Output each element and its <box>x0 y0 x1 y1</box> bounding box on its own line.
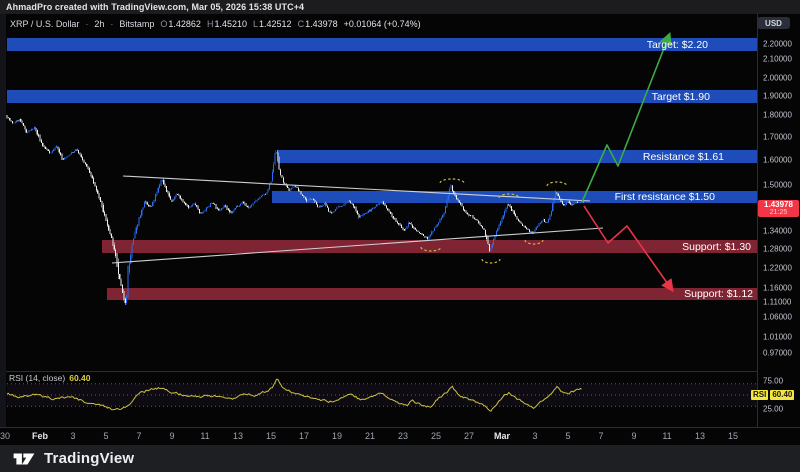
time-tick-9: 9 <box>169 431 175 441</box>
time-tick-Feb: Feb <box>31 431 49 441</box>
price-tick-2.00000: 2.00000 <box>763 73 792 83</box>
separator-dot: · <box>85 19 89 29</box>
watermark-bar: AhmadPro created with TradingView.com, M… <box>0 0 800 14</box>
rsi-axis-badge: RSI 60.40 <box>751 390 795 400</box>
rsi-current-value: 60.40 <box>69 373 91 383</box>
rsi-badge-label: RSI <box>751 390 769 400</box>
price-tick-1.80000: 1.80000 <box>763 110 792 120</box>
zone-support-1-30[interactable] <box>102 240 757 253</box>
swing-annotation[interactable] <box>481 258 501 264</box>
swing-annotation[interactable] <box>439 178 465 184</box>
price-tick-1.60000: 1.60000 <box>763 155 792 165</box>
rsi-badge-value: 60.40 <box>770 390 795 400</box>
bullish-projection[interactable] <box>581 32 672 203</box>
rsi-tick-25.00: 25.00 <box>763 404 784 414</box>
price-tick-2.20000: 2.20000 <box>763 39 792 49</box>
time-tick-25: 25 <box>430 431 442 441</box>
swing-annotation[interactable] <box>546 181 568 187</box>
price-tick-1.01000: 1.01000 <box>763 332 792 342</box>
time-tick-3: 3 <box>532 431 538 441</box>
time-tick-11: 11 <box>200 431 210 441</box>
tradingview-brand-text[interactable]: TradingView <box>44 450 135 467</box>
price-tick-1.70000: 1.70000 <box>763 132 792 142</box>
time-tick-15: 15 <box>265 431 277 441</box>
zone-target-1-90[interactable] <box>7 90 757 103</box>
footer-bar: TradingView <box>0 445 800 472</box>
last-price-value: 1.43978 <box>764 200 793 209</box>
ohlc-open: O1.42862 <box>160 19 201 29</box>
candlestick-series[interactable] <box>6 114 584 306</box>
time-tick-13: 13 <box>232 431 244 441</box>
change-label: +0.01064 (+0.74%) <box>343 19 421 29</box>
swing-annotation[interactable] <box>498 193 520 199</box>
price-tick-1.06000: 1.06000 <box>763 312 792 322</box>
price-tick-1.90000: 1.90000 <box>763 91 792 101</box>
price-axis-border <box>757 14 758 427</box>
exchange-label[interactable]: Bitstamp <box>119 19 155 29</box>
rsi-pane[interactable] <box>6 378 757 412</box>
zone-layer[interactable] <box>7 38 757 300</box>
time-tick-11: 11 <box>662 431 672 441</box>
zone-resistance-1-61[interactable] <box>277 150 757 163</box>
zone-support-1-12[interactable] <box>107 288 757 300</box>
time-tick-19: 19 <box>331 431 343 441</box>
rsi-line <box>6 378 582 412</box>
separator-dot: · <box>110 19 114 29</box>
tradingview-logo-icon[interactable] <box>12 450 36 468</box>
time-tick-17: 17 <box>298 431 310 441</box>
swing-annotation-layer[interactable] <box>420 178 568 264</box>
rsi-title-text[interactable]: RSI (14, close) <box>9 373 66 383</box>
interval-label[interactable]: 2h <box>94 19 105 29</box>
symbol-title[interactable]: XRP / U.S. Dollar <box>10 19 80 29</box>
time-tick-21: 21 <box>364 431 376 441</box>
rsi-tick-75.00: 75.00 <box>763 376 784 386</box>
time-tick-5: 5 <box>103 431 109 441</box>
currency-toggle-button[interactable]: USD <box>757 17 790 29</box>
swing-annotation[interactable] <box>420 246 442 252</box>
price-chart-canvas[interactable] <box>0 0 757 445</box>
time-tick-23: 23 <box>397 431 409 441</box>
bar-countdown: 21:25 <box>769 209 788 216</box>
time-tick-30: 30 <box>0 431 11 441</box>
ohlc-low: L1.42512 <box>253 19 292 29</box>
rsi-indicator-legend[interactable]: RSI (14, close) 60.40 <box>9 373 91 383</box>
swing-annotation[interactable] <box>524 239 544 245</box>
ohlc-close: C1.43978 <box>297 19 338 29</box>
trendline-layer[interactable] <box>111 175 604 264</box>
symbol-legend[interactable]: XRP / U.S. Dollar · 2h · Bitstamp O1.428… <box>10 19 421 29</box>
time-tick-9: 9 <box>631 431 637 441</box>
lower-trendline[interactable] <box>111 227 604 264</box>
price-tick-1.50000: 1.50000 <box>763 180 792 190</box>
bearish-projection[interactable] <box>583 205 674 293</box>
time-tick-15: 15 <box>727 431 739 441</box>
price-tick-0.97000: 0.97000 <box>763 348 792 358</box>
upper-trendline[interactable] <box>122 175 591 202</box>
watermark-text: AhmadPro created with TradingView.com, M… <box>6 2 305 12</box>
time-tick-13: 13 <box>694 431 706 441</box>
zone-target-2-20[interactable] <box>7 38 757 51</box>
last-price-tag: 1.43978 21:25 <box>758 200 799 217</box>
price-tick-1.34000: 1.34000 <box>763 226 792 236</box>
ohlc-high: H1.45210 <box>206 19 247 29</box>
time-tick-5: 5 <box>565 431 571 441</box>
time-tick-3: 3 <box>70 431 76 441</box>
time-tick-Mar: Mar <box>493 431 511 441</box>
time-tick-7: 7 <box>136 431 142 441</box>
price-tick-2.10000: 2.10000 <box>763 54 792 64</box>
price-tick-1.28000: 1.28000 <box>763 244 792 254</box>
price-tick-1.16000: 1.16000 <box>763 283 792 293</box>
left-edge-strip <box>0 14 6 427</box>
time-axis[interactable]: 30 Feb 3 5 7 9 11 13 15 17 19 21 23 25 27 Mar 3 5 7 9 11 13 15 <box>0 427 800 446</box>
time-tick-7: 7 <box>598 431 604 441</box>
price-tick-1.11000: 1.11000 <box>763 297 792 307</box>
price-tick-1.22000: 1.22000 <box>763 263 792 273</box>
time-tick-27: 27 <box>463 431 475 441</box>
